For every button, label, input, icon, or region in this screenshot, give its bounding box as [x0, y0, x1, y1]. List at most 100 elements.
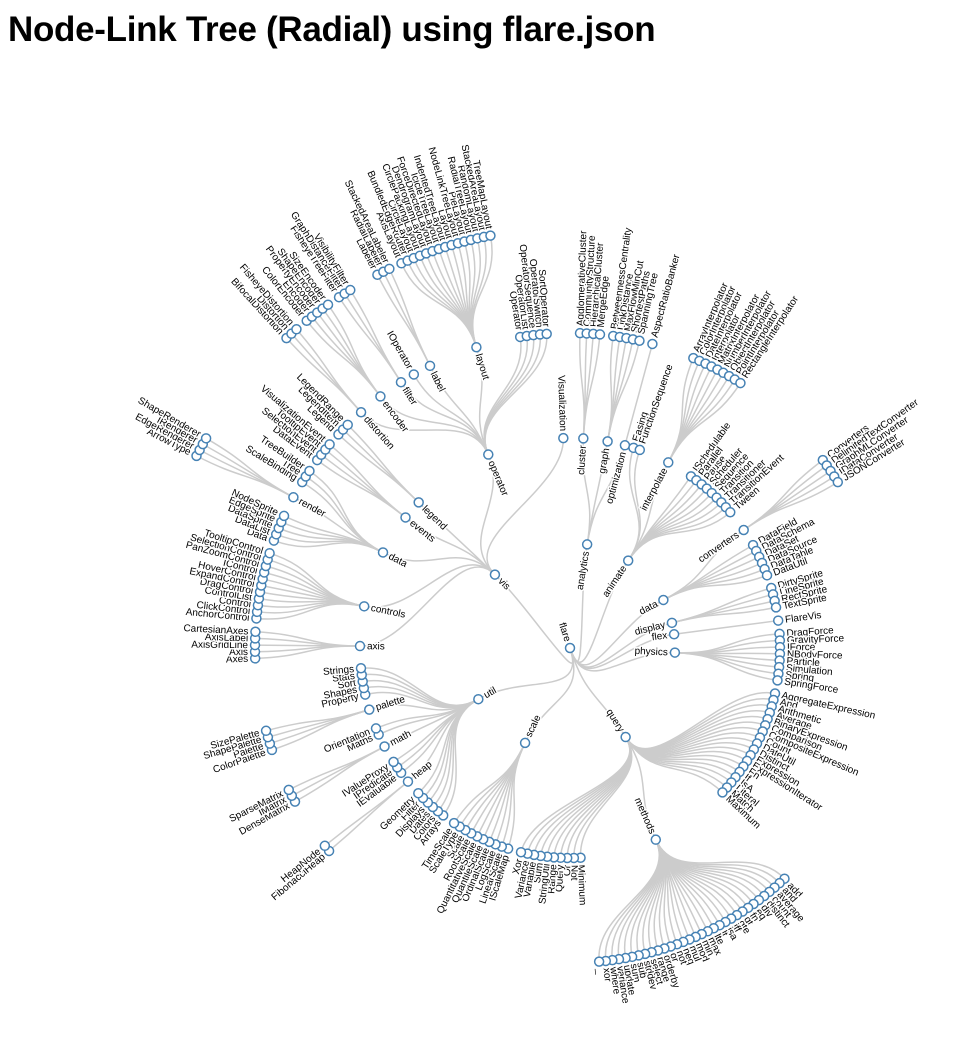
- node: [358, 601, 370, 612]
- node: [558, 432, 569, 444]
- link: [265, 565, 365, 608]
- link: [586, 445, 626, 545]
- node-label: cluster: [576, 444, 589, 475]
- node-label: not: [674, 949, 689, 966]
- link: [327, 304, 382, 397]
- node: [658, 594, 669, 606]
- node-label: Or: [562, 864, 573, 876]
- node-label: filter: [400, 385, 420, 407]
- link: [674, 651, 778, 682]
- link: [625, 736, 657, 840]
- node: [388, 756, 399, 768]
- link: [347, 424, 420, 503]
- node-label: GravityForce: [787, 633, 845, 646]
- node: [324, 439, 335, 450]
- node: [448, 817, 460, 829]
- node-label: Xor: [511, 857, 525, 875]
- node: [264, 547, 275, 559]
- node-label: AxisLabel: [205, 632, 249, 644]
- node-label: Particle: [786, 656, 820, 669]
- link: [671, 606, 777, 624]
- node-label: controls: [370, 603, 407, 621]
- link: [743, 481, 839, 531]
- node-label: Query: [554, 865, 566, 893]
- link: [255, 631, 361, 647]
- link: [311, 316, 382, 397]
- node: [489, 569, 501, 580]
- link: [480, 454, 496, 576]
- link: [429, 365, 489, 455]
- links: [196, 235, 839, 962]
- node-label: Spring: [785, 670, 815, 684]
- node-label: analytics: [575, 551, 592, 591]
- link: [582, 334, 601, 439]
- link: [360, 411, 489, 455]
- node: [304, 465, 315, 477]
- node-label: animate: [601, 563, 630, 599]
- link: [295, 328, 362, 413]
- node: [424, 360, 436, 372]
- link: [520, 736, 631, 853]
- node: [473, 693, 484, 705]
- node: [772, 615, 784, 626]
- node: [620, 731, 631, 743]
- link: [418, 501, 496, 576]
- link: [494, 574, 574, 664]
- node: [515, 846, 527, 858]
- link: [627, 511, 731, 562]
- link: [360, 667, 479, 707]
- node: [594, 329, 606, 340]
- link: [569, 647, 675, 672]
- node-label: scale: [524, 713, 544, 739]
- node-label: Axis: [229, 647, 248, 658]
- node: [395, 376, 407, 388]
- node-label: AgglomerativeCluster: [575, 230, 589, 327]
- node-label: flex: [651, 630, 668, 643]
- node-label: FlareVis: [785, 610, 823, 626]
- node-label: _: [594, 967, 606, 975]
- node: [408, 369, 420, 380]
- node-label: Visualization: [555, 375, 568, 431]
- node-label: Axes: [226, 654, 249, 666]
- node: [483, 449, 494, 460]
- node: [725, 507, 736, 518]
- node: [647, 338, 658, 350]
- link: [606, 336, 621, 442]
- node: [322, 299, 334, 310]
- node: [288, 492, 299, 503]
- link: [598, 839, 660, 962]
- node: [519, 737, 531, 749]
- node: [291, 324, 302, 335]
- node: [650, 834, 662, 845]
- node: [278, 510, 290, 522]
- link: [606, 340, 641, 442]
- link: [442, 698, 479, 816]
- node: [593, 956, 605, 967]
- link: [625, 736, 723, 793]
- link: [475, 347, 489, 455]
- node: [375, 391, 386, 402]
- link: [205, 437, 294, 498]
- node-label: Range: [546, 864, 559, 895]
- node: [770, 602, 782, 613]
- link: [388, 268, 431, 367]
- link: [337, 433, 420, 503]
- link: [413, 374, 489, 455]
- node: [663, 457, 674, 468]
- node-label: sum: [628, 963, 643, 984]
- link: [265, 708, 370, 732]
- node: [738, 524, 749, 536]
- node: [250, 626, 261, 638]
- link: [627, 449, 642, 562]
- node: [355, 663, 367, 674]
- node: [634, 335, 645, 347]
- node: [485, 230, 496, 241]
- link: [329, 443, 406, 519]
- node: [400, 512, 411, 523]
- node-label: Strings: [323, 664, 355, 678]
- link: [674, 633, 780, 654]
- link: [624, 343, 654, 446]
- node-label: data: [638, 599, 661, 618]
- node: [666, 617, 678, 629]
- link: [464, 742, 526, 831]
